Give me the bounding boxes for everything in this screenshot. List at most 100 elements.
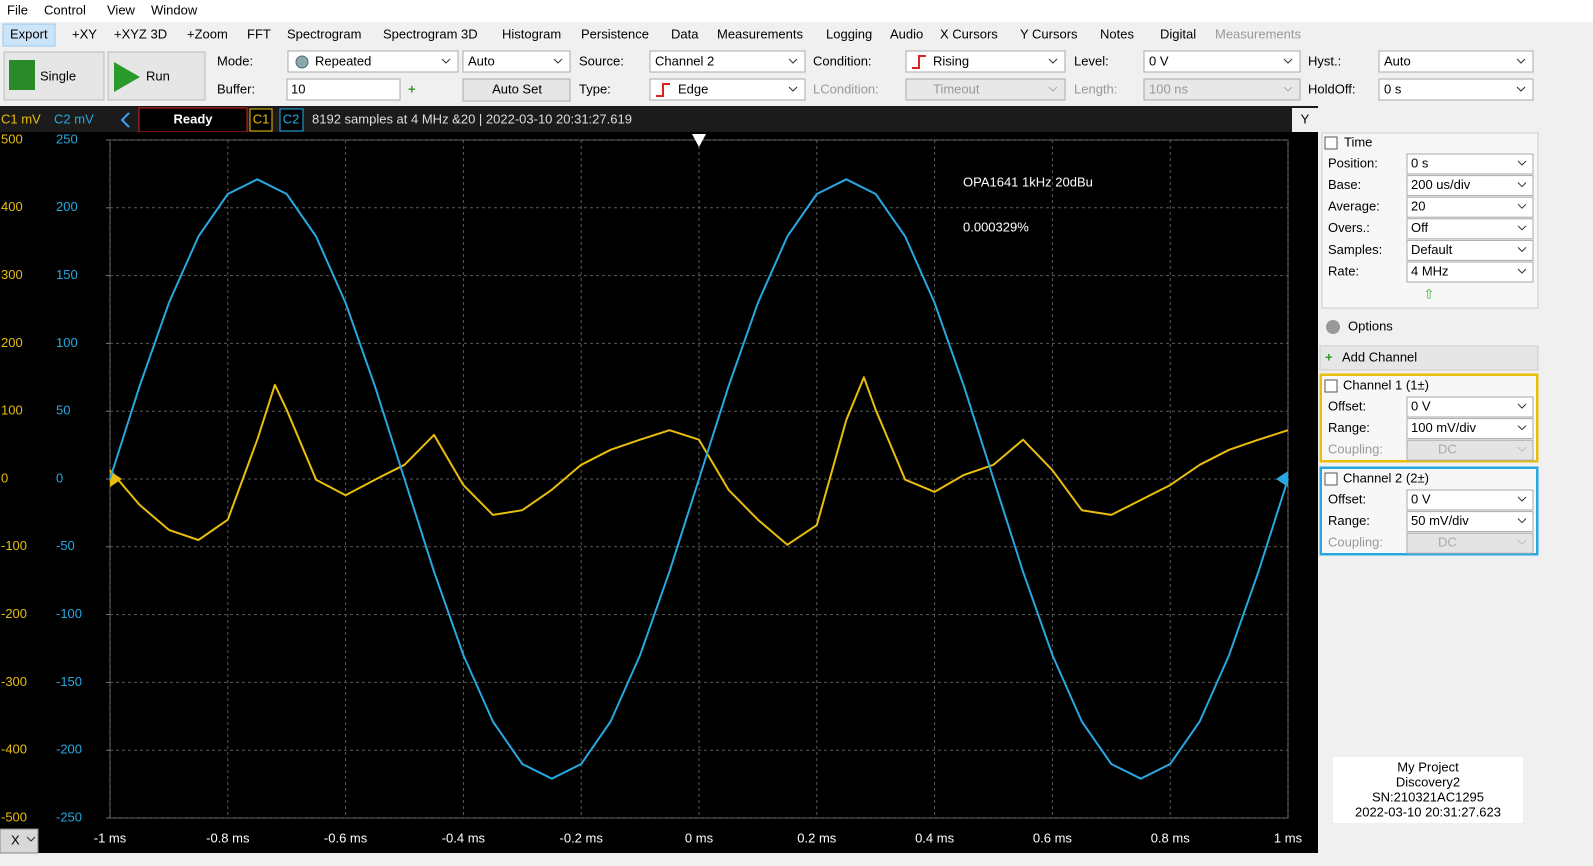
- dropdown[interactable]: [1406, 196, 1534, 218]
- checkbox[interactable]: [1324, 472, 1338, 486]
- tab[interactable]: +XY: [72, 26, 97, 41]
- field-label: Offset:: [1328, 491, 1366, 506]
- checkbox[interactable]: [1324, 136, 1338, 150]
- y2-tick-label: 150: [56, 267, 78, 282]
- dropdown-value: Auto: [468, 53, 495, 68]
- dropdown[interactable]: [1406, 418, 1534, 440]
- tab[interactable]: Histogram: [502, 26, 561, 41]
- tab[interactable]: Persistence: [581, 26, 649, 41]
- dropdown[interactable]: [905, 50, 1066, 73]
- tab[interactable]: Notes: [1100, 26, 1134, 41]
- y-tick-label: 500: [1, 131, 23, 146]
- dropdown[interactable]: [462, 50, 571, 73]
- dropdown[interactable]: [1378, 78, 1534, 101]
- dropdown[interactable]: [1406, 175, 1534, 197]
- label: Level:: [1074, 53, 1109, 68]
- dropdown[interactable]: [905, 78, 1066, 101]
- dropdown-value: Edge: [678, 81, 708, 96]
- menu-item[interactable]: File: [7, 2, 28, 17]
- dropdown-arrow: [1517, 539, 1527, 545]
- dropdown[interactable]: [649, 50, 806, 73]
- dropdown-arrow: [1516, 86, 1526, 92]
- tab[interactable]: Measurements: [1215, 26, 1301, 41]
- dropdown[interactable]: [1406, 153, 1534, 175]
- tab[interactable]: Measurements: [717, 26, 803, 41]
- checkbox[interactable]: [1324, 379, 1338, 393]
- dropdown[interactable]: [1406, 218, 1534, 240]
- menu-item[interactable]: View: [107, 2, 136, 17]
- tab[interactable]: FFT: [247, 26, 271, 41]
- menu-item[interactable]: Window: [151, 2, 198, 17]
- c2-label: C2: [283, 111, 300, 126]
- label: Hyst.:: [1308, 53, 1341, 68]
- tab[interactable]: Spectrogram: [287, 26, 361, 41]
- y2-tick-label: 250: [56, 131, 78, 146]
- dropdown[interactable]: [1406, 239, 1534, 261]
- x-tick-label: -1 ms: [94, 830, 127, 845]
- field-label: Offset:: [1328, 398, 1366, 413]
- x-tick-label: -0.6 ms: [324, 830, 368, 845]
- dropdown[interactable]: [287, 50, 459, 73]
- dropdown-value: Timeout: [933, 81, 980, 96]
- c1-toggle[interactable]: [249, 108, 273, 132]
- single-icon: [9, 60, 35, 90]
- tab[interactable]: Logging: [826, 26, 872, 41]
- y2-tick-label: -200: [56, 742, 82, 757]
- dropdown-value: DC: [1438, 535, 1457, 550]
- tab[interactable]: Export: [10, 26, 48, 41]
- tab[interactable]: Audio: [890, 26, 923, 41]
- options-label[interactable]: Options: [1348, 318, 1393, 333]
- dropdown-arrow: [1283, 86, 1293, 92]
- section-title: Channel 1 (1±): [1343, 377, 1429, 392]
- tab[interactable]: Spectrogram 3D: [383, 26, 478, 41]
- x-button[interactable]: [0, 828, 39, 854]
- run-icon: [114, 62, 140, 92]
- x-tick-label: 0.4 ms: [915, 830, 955, 845]
- dropdown[interactable]: [649, 78, 806, 101]
- rising-icon: [912, 55, 926, 69]
- dropdown-arrow: [1048, 86, 1058, 92]
- dropdown[interactable]: [1406, 439, 1534, 461]
- dropdown-arrow: [1517, 518, 1527, 524]
- tab[interactable]: X Cursors: [940, 26, 998, 41]
- label: HoldOff:: [1308, 81, 1355, 96]
- x-tick-label: 0 ms: [685, 830, 714, 845]
- tab-active[interactable]: [2, 23, 56, 47]
- nav-arrow: [120, 112, 130, 128]
- c1-unit: C1 mV: [1, 111, 41, 126]
- dropdown-arrow: [553, 58, 563, 64]
- add-channel-button[interactable]: [1319, 345, 1539, 371]
- options-icon: [1326, 320, 1340, 334]
- dropdown[interactable]: [1406, 489, 1534, 511]
- dropdown-value: 100 ns: [1149, 81, 1189, 96]
- dropdown-arrow: [1517, 268, 1527, 274]
- dropdown[interactable]: [1406, 396, 1534, 418]
- dropdown[interactable]: [1143, 78, 1301, 101]
- dropdown-arrow: [1517, 247, 1527, 253]
- tab[interactable]: +Zoom: [187, 26, 228, 41]
- tab[interactable]: Y Cursors: [1020, 26, 1078, 41]
- tab[interactable]: Digital: [1160, 26, 1196, 41]
- dropdown[interactable]: [1406, 511, 1534, 533]
- dropdown[interactable]: [1406, 532, 1534, 554]
- dropdown[interactable]: [1143, 50, 1301, 73]
- y-button[interactable]: [1292, 108, 1318, 132]
- dropdown[interactable]: [1406, 261, 1534, 283]
- dropdown[interactable]: [1378, 50, 1534, 73]
- label: Condition:: [813, 53, 872, 68]
- c2-unit: C2 mV: [54, 111, 94, 126]
- c2-toggle[interactable]: [279, 108, 304, 132]
- edge-icon: [656, 83, 670, 97]
- run-button[interactable]: [107, 51, 206, 101]
- tab[interactable]: Data: [671, 26, 699, 41]
- dropdown-arrow: [1517, 496, 1527, 502]
- field-label: Samples:: [1328, 242, 1382, 257]
- menu-item[interactable]: Control: [44, 2, 86, 17]
- buffer-input[interactable]: [286, 78, 401, 101]
- dropdown-value: 100 mV/div: [1411, 420, 1477, 435]
- auto-set-button[interactable]: [462, 78, 571, 102]
- device-info: [1333, 757, 1523, 823]
- tab[interactable]: +XYZ 3D: [114, 26, 167, 41]
